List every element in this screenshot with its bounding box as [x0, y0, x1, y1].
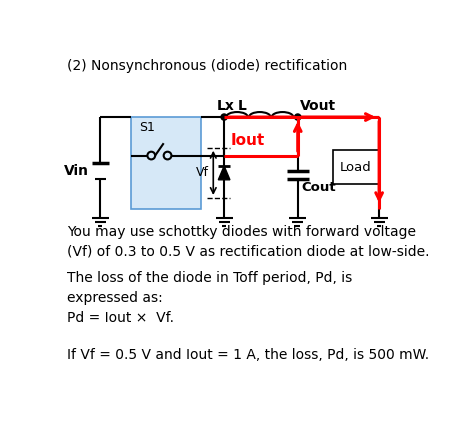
Text: S1: S1: [139, 121, 154, 134]
Bar: [131, 117, 201, 209]
Polygon shape: [218, 166, 230, 180]
Text: (2) Nonsynchronous (diode) rectification: (2) Nonsynchronous (diode) rectification: [67, 59, 346, 73]
Text: L: L: [238, 99, 246, 113]
Text: Vout: Vout: [299, 99, 336, 113]
Text: Cout: Cout: [301, 181, 336, 194]
Circle shape: [294, 114, 300, 120]
Text: Vf: Vf: [196, 166, 209, 179]
Text: The loss of the diode in Toff period, Pd, is
expressed as:
Pd = Iout ×  Vf.: The loss of the diode in Toff period, Pd…: [67, 271, 351, 325]
Circle shape: [220, 114, 227, 120]
Text: Lx: Lx: [216, 99, 234, 113]
Text: Load: Load: [339, 160, 371, 174]
Text: Vin: Vin: [64, 164, 89, 178]
Text: You may use schottky diodes with forward voltage
(Vf) of 0.3 to 0.5 V as rectifi: You may use schottky diodes with forward…: [67, 225, 428, 259]
Text: Iout: Iout: [230, 132, 264, 147]
Text: If Vf = 0.5 V and Iout = 1 A, the loss, Pd, is 500 mW.: If Vf = 0.5 V and Iout = 1 A, the loss, …: [67, 348, 428, 362]
Bar: [332, 150, 378, 184]
